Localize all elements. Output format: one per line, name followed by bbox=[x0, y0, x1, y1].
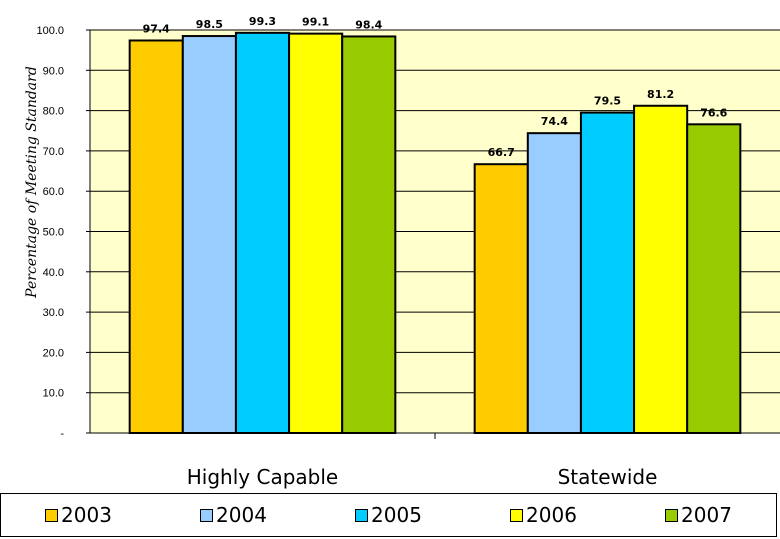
data-label: 81.2 bbox=[647, 88, 674, 101]
legend-item: 2004 bbox=[200, 503, 267, 527]
data-label: 98.5 bbox=[196, 18, 223, 31]
data-label: 99.1 bbox=[302, 16, 329, 29]
y-tick-label: 20.0 bbox=[43, 347, 64, 359]
data-label: 76.6 bbox=[700, 106, 727, 119]
y-tick-label: 50.0 bbox=[43, 227, 64, 239]
legend-swatch bbox=[45, 508, 59, 522]
legend-swatch bbox=[510, 508, 524, 522]
legend-item: 2003 bbox=[45, 503, 112, 527]
bar bbox=[473, 163, 529, 434]
bar bbox=[234, 31, 291, 434]
y-tick-label: 70.0 bbox=[43, 146, 64, 158]
y-tick-label: 10.0 bbox=[43, 388, 64, 400]
y-tick-label: 30.0 bbox=[43, 307, 64, 319]
legend-label: 2006 bbox=[526, 503, 577, 527]
legend-label: 2007 bbox=[681, 503, 732, 527]
category-label: Statewide bbox=[558, 465, 658, 489]
bar bbox=[526, 132, 582, 434]
data-label: 74.4 bbox=[541, 115, 568, 128]
y-tick-labels: - 10.0 20.0 30.0 40.0 50.0 60.0 70.0 80.0 90.0 100… bbox=[36, 25, 64, 440]
legend-swatch bbox=[200, 508, 214, 522]
legend-item: 2006 bbox=[510, 503, 577, 527]
bar bbox=[341, 35, 397, 434]
y-tick-label: 60.0 bbox=[43, 186, 64, 198]
legend-swatch bbox=[665, 508, 679, 522]
data-label: 98.4 bbox=[355, 18, 382, 31]
legend: 2003 2004 2005 2006 2007 bbox=[0, 493, 777, 537]
legend-item: 2005 bbox=[355, 503, 422, 527]
category-labels: Highly Capable Statewide bbox=[187, 465, 658, 489]
data-label: 66.7 bbox=[488, 146, 515, 159]
bar bbox=[579, 111, 636, 435]
y-tick-label: - bbox=[60, 428, 64, 440]
data-label: 97.4 bbox=[143, 22, 170, 35]
bars bbox=[128, 31, 742, 435]
legend-item: 2007 bbox=[665, 503, 732, 527]
bar bbox=[288, 32, 344, 434]
category-label: Highly Capable bbox=[187, 465, 338, 489]
legend-label: 2003 bbox=[61, 503, 112, 527]
bar-chart: Percentage of Meeting Standard - 10.0 20.0… bbox=[24, 15, 780, 489]
data-label: 99.3 bbox=[249, 15, 276, 28]
y-tick-label: 90.0 bbox=[43, 65, 64, 77]
legend-swatch bbox=[355, 508, 369, 522]
y-tick-label: 80.0 bbox=[43, 106, 64, 118]
y-axis-label: Percentage of Meeting Standard bbox=[24, 66, 40, 299]
data-label: 79.5 bbox=[594, 95, 621, 108]
bar bbox=[181, 35, 237, 434]
bar bbox=[686, 123, 742, 434]
data-labels: 97.4 98.5 99.3 99.1 98.4 66.7 74.4 79.5 81.2 76.6 bbox=[143, 15, 728, 159]
bar bbox=[633, 104, 689, 434]
y-tick-label: 100.0 bbox=[36, 25, 64, 37]
legend-label: 2005 bbox=[371, 503, 422, 527]
legend-label: 2004 bbox=[216, 503, 267, 527]
y-tick-label: 40.0 bbox=[43, 267, 64, 279]
bar bbox=[128, 39, 184, 435]
